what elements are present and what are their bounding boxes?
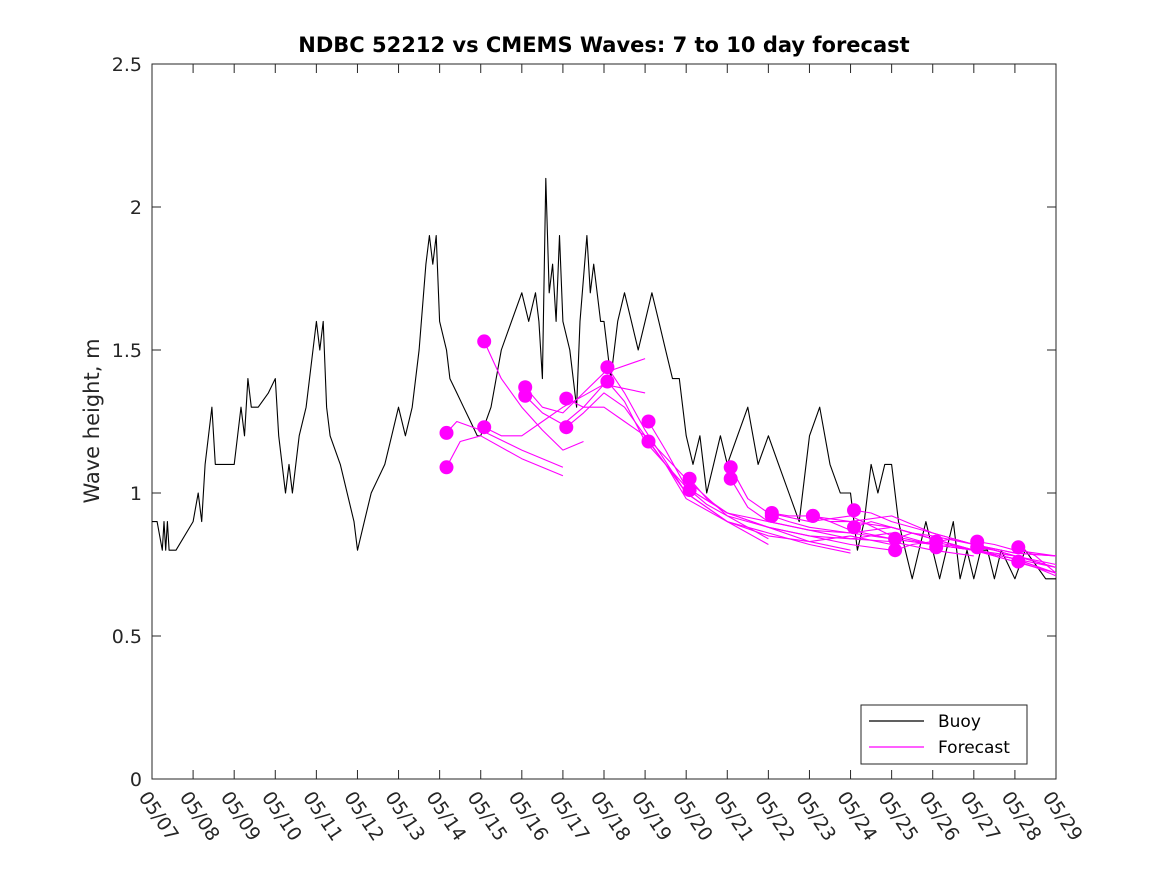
forecast-start-marker [600, 374, 615, 389]
forecast-start-marker [439, 460, 454, 475]
forecast-start-marker [682, 471, 697, 486]
y-axis-label: Wave height, m [80, 338, 104, 503]
forecast-series [439, 334, 1057, 577]
forecast-line [689, 489, 933, 546]
forecast-start-marker [805, 508, 820, 523]
forecast-line [606, 366, 851, 554]
forecast-start-marker [723, 460, 738, 475]
forecast-start-marker [600, 360, 615, 375]
forecast-start-marker [682, 483, 697, 498]
y-tick-label: 2.5 [112, 54, 142, 76]
forecast-start-marker [477, 420, 492, 435]
forecast-start-marker [559, 391, 574, 406]
forecast-line [730, 478, 974, 557]
forecast-start-marker [641, 434, 656, 449]
forecast-start-marker [439, 425, 454, 440]
forecast-line [648, 421, 892, 551]
y-tick-label: 0.5 [112, 626, 142, 648]
chart-title: NDBC 52212 vs CMEMS Waves: 7 to 10 day f… [298, 33, 909, 57]
forecast-line [446, 435, 564, 477]
legend-forecast-label: Forecast [938, 738, 1010, 758]
y-tick-label: 2 [130, 197, 142, 219]
forecast-start-marker [847, 520, 861, 535]
forecast-start-marker [888, 543, 903, 558]
forecast-start-marker [888, 531, 903, 546]
forecast-start-marker [970, 540, 985, 555]
plot-area [151, 63, 1057, 780]
forecast-start-marker [847, 503, 861, 518]
forecast-start-marker [764, 508, 779, 523]
forecast-start-marker [929, 540, 944, 555]
forecast-line [977, 546, 1057, 568]
buoy-line [152, 177, 1056, 580]
forecast-line [894, 532, 1057, 557]
forecast-line [812, 515, 1057, 574]
forecast-start-marker [1011, 554, 1026, 569]
y-tick-label: 1 [130, 483, 142, 505]
legend: Buoy Forecast [860, 704, 1028, 765]
legend-buoy-label: Buoy [938, 712, 981, 732]
forecast-line [483, 341, 584, 451]
buoy-series [152, 177, 1056, 580]
forecast-start-marker [723, 471, 738, 486]
forecast-start-marker [641, 414, 656, 429]
y-tick-label: 1.5 [112, 340, 142, 362]
y-tick-label: 0 [130, 769, 142, 791]
legend-box [860, 704, 1028, 765]
forecast-start-marker [477, 334, 492, 349]
forecast-line [977, 541, 1057, 557]
forecast-start-marker [559, 420, 574, 435]
forecast-start-marker [518, 388, 533, 403]
forecast-start-marker [1011, 540, 1026, 555]
